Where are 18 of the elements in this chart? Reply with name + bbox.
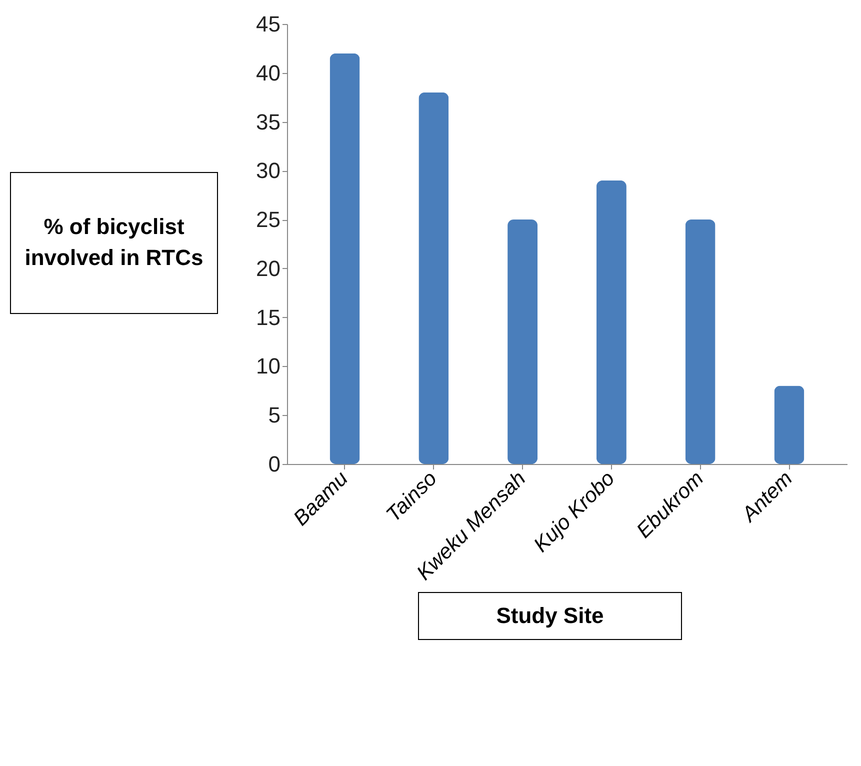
bar — [774, 386, 804, 464]
y-tick-label: 35 — [256, 109, 280, 134]
bar — [685, 220, 716, 464]
y-tick-label: 15 — [256, 304, 280, 330]
y-tick-label: 10 — [256, 354, 280, 379]
y-tick-label: 20 — [256, 256, 280, 281]
bar — [418, 92, 449, 464]
bar — [596, 180, 626, 464]
x-axis-title: Study Site — [418, 592, 682, 640]
y-tick-label: 5 — [268, 402, 280, 428]
y-axis-title: % of bicyclist involved in RTCs — [10, 172, 218, 314]
y-tick-label: 0 — [268, 452, 280, 476]
bar — [508, 220, 538, 464]
y-tick-label: 40 — [256, 60, 280, 86]
bar — [330, 53, 360, 464]
y-tick-label: 30 — [256, 158, 280, 184]
y-tick-label: 45 — [256, 12, 280, 36]
y-tick-label: 25 — [256, 207, 280, 232]
